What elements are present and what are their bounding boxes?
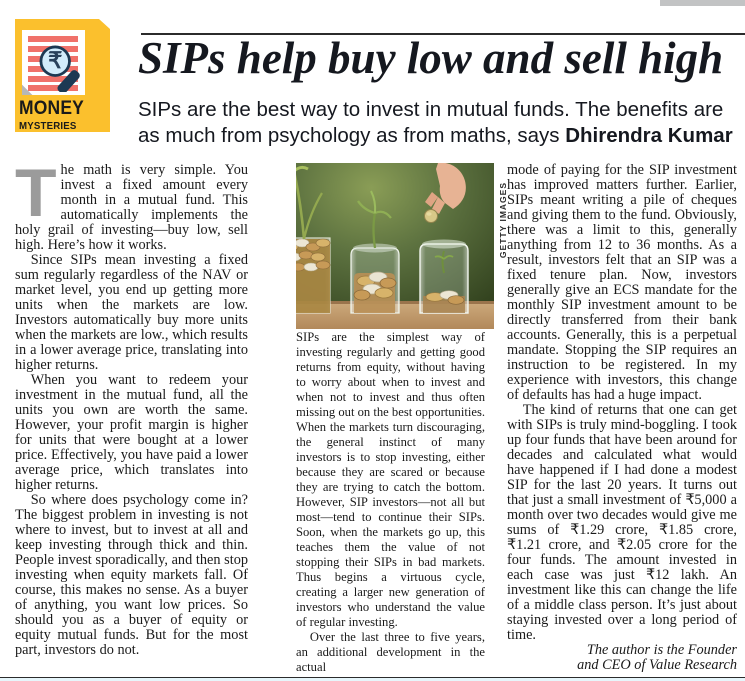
svg-text:₹: ₹ xyxy=(48,48,62,73)
